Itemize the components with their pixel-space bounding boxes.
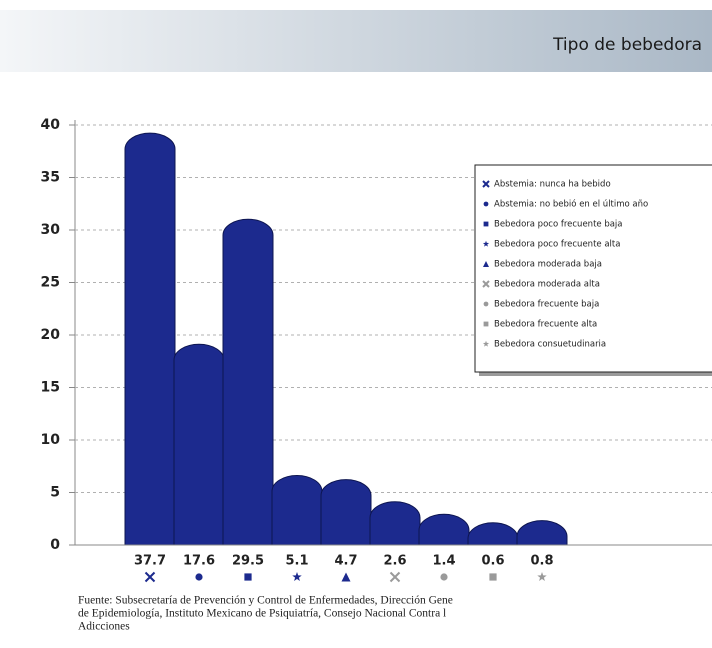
marker [483,201,489,207]
marker [483,261,489,267]
marker [389,571,401,583]
marker [482,240,490,247]
legend-label: Bebedora frecuente alta [494,320,597,330]
marker [195,573,203,581]
bar [369,501,421,546]
bar [124,132,176,546]
marker [292,572,302,582]
y-tick-label: 20 [41,327,61,343]
value-label: 0.6 [481,554,504,569]
y-tick-label: 0 [50,537,60,553]
marker [483,221,489,227]
legend: Abstemia: nunca ha bebido Abstemia: no be… [474,164,712,376]
bar [222,218,274,546]
legend-label: Bebedora poco frecuente alta [494,240,620,250]
value-label: 1.4 [432,554,455,569]
source-note: Fuente: Subsecretaría de Prevención y Co… [78,595,453,607]
y-tick-label: 40 [41,117,61,133]
marker [440,573,448,581]
marker [482,180,490,188]
legend-label: Bebedora poco frecuente baja [494,220,623,230]
value-label: 2.6 [383,554,406,569]
legend-label: Bebedora consuetudinaria [494,340,606,350]
legend-label: Abstemia: no bebió en el último año [494,199,648,210]
bar [271,475,323,546]
y-tick-label: 25 [41,275,60,291]
bar [516,520,568,546]
value-label: 5.1 [285,554,308,569]
marker [482,340,490,347]
legend-label: Bebedora moderada baja [494,260,602,270]
marker [482,280,490,288]
value-label: 0.8 [530,554,553,569]
y-tick-label: 15 [41,380,60,396]
marker [244,573,252,581]
bar [320,479,372,546]
bar [173,343,225,546]
legend-label: Abstemia: nunca ha bebido [494,180,611,190]
y-tick-label: 30 [41,222,61,238]
value-label: 17.6 [183,554,215,569]
bar [467,522,519,546]
marker [483,321,489,327]
y-tick-label: 35 [41,170,60,186]
marker [144,571,156,583]
source-note: Adicciones [78,621,130,633]
y-tick-label: 10 [41,432,61,448]
marker [489,573,497,581]
marker [483,301,489,307]
y-tick-label: 5 [50,485,60,501]
bar [418,513,470,546]
marker [537,572,547,582]
header-band [0,10,712,72]
source-note: de Epidemiología, Instituto Mexicano de … [78,608,446,620]
value-label: 29.5 [232,554,264,569]
marker [341,572,351,582]
legend-label: Bebedora moderada alta [494,280,600,290]
value-label: 37.7 [134,554,166,569]
legend-box [474,164,712,373]
chart-title: Tipo de bebedora [552,35,702,55]
legend-label: Bebedora frecuente baja [494,300,599,310]
value-label: 4.7 [334,554,357,569]
